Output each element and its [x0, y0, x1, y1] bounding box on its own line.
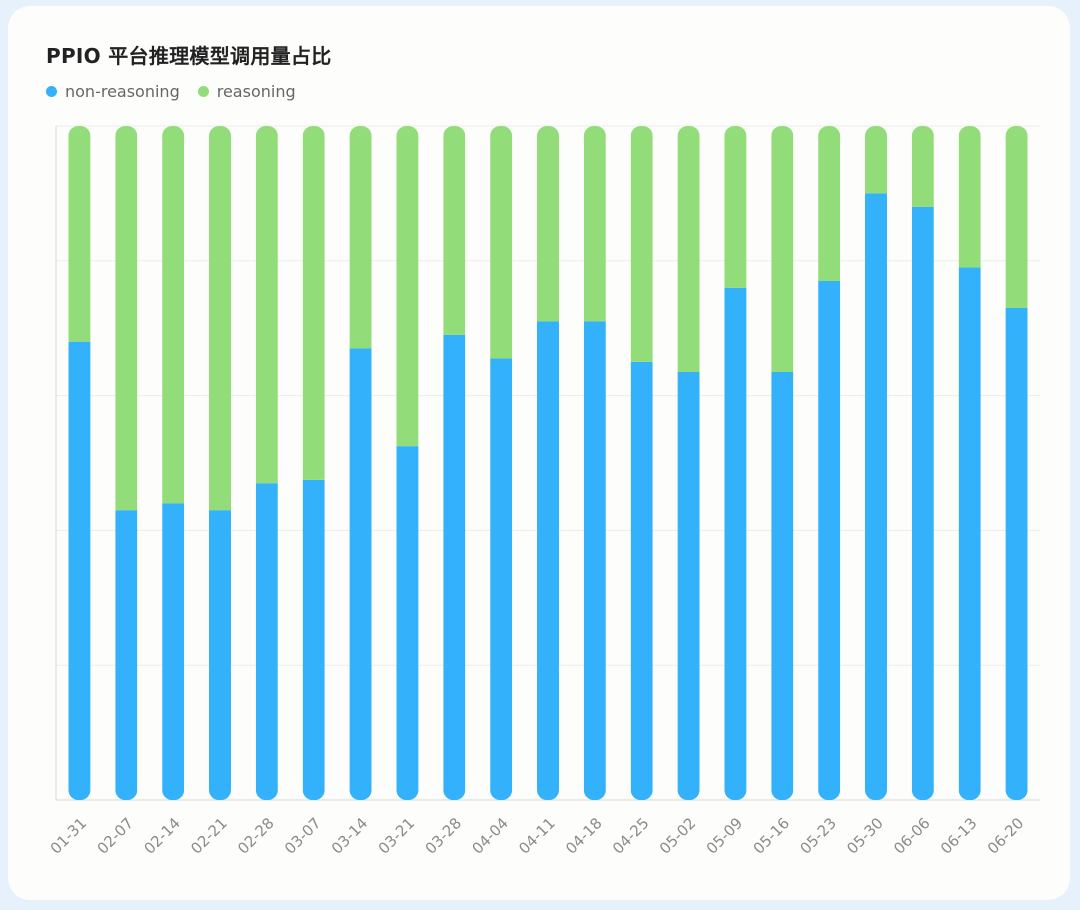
bar-group[interactable]	[724, 126, 747, 800]
bar-non-reasoning[interactable]	[818, 281, 841, 800]
bar-reasoning[interactable]	[818, 126, 841, 282]
bar-non-reasoning[interactable]	[724, 287, 747, 800]
bar-non-reasoning[interactable]	[958, 267, 981, 800]
x-tick-label: 04-18	[562, 814, 606, 858]
bar-non-reasoning[interactable]	[911, 206, 934, 800]
bar-group[interactable]	[865, 126, 887, 800]
bar-reasoning[interactable]	[724, 126, 747, 288]
x-tick-label: 06-20	[984, 814, 1028, 858]
bar-reasoning[interactable]	[68, 126, 91, 342]
bar-group[interactable]	[771, 126, 794, 800]
x-tick-label: 04-25	[609, 814, 653, 858]
bar-non-reasoning[interactable]	[162, 503, 185, 800]
x-tick-label: 06-06	[890, 814, 934, 858]
bar-group[interactable]	[911, 126, 934, 800]
bar-group[interactable]	[302, 126, 325, 800]
bar-reasoning[interactable]	[443, 126, 466, 335]
bar-non-reasoning[interactable]	[255, 483, 278, 800]
legend-label-non-reasoning: non-reasoning	[65, 82, 180, 101]
bar-group[interactable]	[537, 126, 559, 800]
bar-reasoning[interactable]	[349, 126, 372, 349]
bar-reasoning[interactable]	[302, 126, 325, 480]
bar-group[interactable]	[68, 126, 91, 800]
x-tick-label: 04-04	[468, 814, 512, 858]
bar-non-reasoning[interactable]	[771, 372, 794, 800]
legend-swatch-reasoning	[197, 86, 209, 97]
x-tick-label: 04-11	[515, 814, 559, 858]
bar-non-reasoning[interactable]	[302, 479, 325, 800]
bar-non-reasoning[interactable]	[443, 334, 466, 800]
bar-non-reasoning[interactable]	[115, 510, 138, 800]
bar-group[interactable]	[818, 126, 841, 800]
x-tick-label: 03-14	[328, 814, 372, 858]
bar-group[interactable]	[630, 126, 653, 800]
bar-reasoning[interactable]	[911, 126, 934, 207]
bar-reasoning[interactable]	[537, 126, 559, 322]
x-tick-label: 03-07	[281, 814, 325, 858]
legend-item-non-reasoning[interactable]: non-reasoning	[46, 82, 180, 101]
x-tick-label: 05-16	[750, 814, 794, 858]
x-tick-label: 02-14	[140, 814, 184, 858]
bar-non-reasoning[interactable]	[630, 361, 653, 800]
bar-non-reasoning[interactable]	[396, 446, 419, 800]
bar-non-reasoning[interactable]	[1005, 307, 1028, 800]
bar-reasoning[interactable]	[255, 126, 278, 484]
bar-non-reasoning[interactable]	[209, 510, 231, 800]
bar-group[interactable]	[115, 126, 138, 800]
x-tick-label: 05-09	[703, 814, 747, 858]
x-tick-label: 05-23	[796, 814, 840, 858]
bar-non-reasoning[interactable]	[349, 348, 372, 800]
bar-non-reasoning[interactable]	[865, 193, 887, 800]
chart-title: PPIO 平台推理模型调用量占比	[46, 44, 332, 68]
bar-non-reasoning[interactable]	[537, 321, 559, 800]
bar-reasoning[interactable]	[115, 126, 138, 511]
x-tick-label: 03-21	[375, 814, 419, 858]
bar-group[interactable]	[1005, 126, 1028, 800]
bar-group[interactable]	[490, 126, 513, 800]
legend-swatch-non-reasoning	[46, 86, 57, 97]
bar-reasoning[interactable]	[162, 126, 185, 504]
bar-reasoning[interactable]	[865, 126, 887, 194]
x-tick-label: 02-21	[187, 814, 231, 858]
bar-reasoning[interactable]	[583, 126, 606, 322]
bar-reasoning[interactable]	[630, 126, 653, 362]
bar-non-reasoning[interactable]	[490, 358, 513, 800]
bar-group[interactable]	[396, 126, 419, 800]
bar-reasoning[interactable]	[396, 126, 419, 447]
bar-reasoning[interactable]	[958, 126, 981, 268]
x-tick-label: 02-07	[94, 814, 138, 858]
bar-group[interactable]	[162, 126, 185, 800]
bar-reasoning[interactable]	[677, 126, 700, 373]
bar-reasoning[interactable]	[1005, 126, 1028, 308]
bar-group[interactable]	[677, 126, 700, 800]
bar-group[interactable]	[583, 126, 606, 800]
x-tick-label: 02-28	[234, 814, 278, 858]
x-tick-label: 06-13	[937, 814, 981, 858]
x-tick-label: 03-28	[422, 814, 466, 858]
bar-group[interactable]	[443, 126, 466, 800]
legend-label-reasoning: reasoning	[216, 82, 296, 101]
bar-group[interactable]	[958, 126, 981, 800]
x-tick-label: 01-31	[47, 814, 91, 858]
x-tick-label: 05-30	[843, 814, 887, 858]
x-tick-label: 05-02	[656, 814, 700, 858]
bar-reasoning[interactable]	[490, 126, 513, 359]
bar-reasoning[interactable]	[209, 126, 231, 511]
bar-non-reasoning[interactable]	[68, 341, 91, 800]
bar-reasoning[interactable]	[771, 126, 794, 373]
bar-group[interactable]	[349, 126, 372, 800]
legend-item-reasoning[interactable]: reasoning	[197, 82, 296, 101]
bar-non-reasoning[interactable]	[583, 321, 606, 800]
bar-non-reasoning[interactable]	[677, 372, 700, 800]
bar-group[interactable]	[209, 126, 231, 800]
chart-legend: non-reasoning reasoning	[46, 82, 296, 101]
bar-group[interactable]	[255, 126, 278, 800]
